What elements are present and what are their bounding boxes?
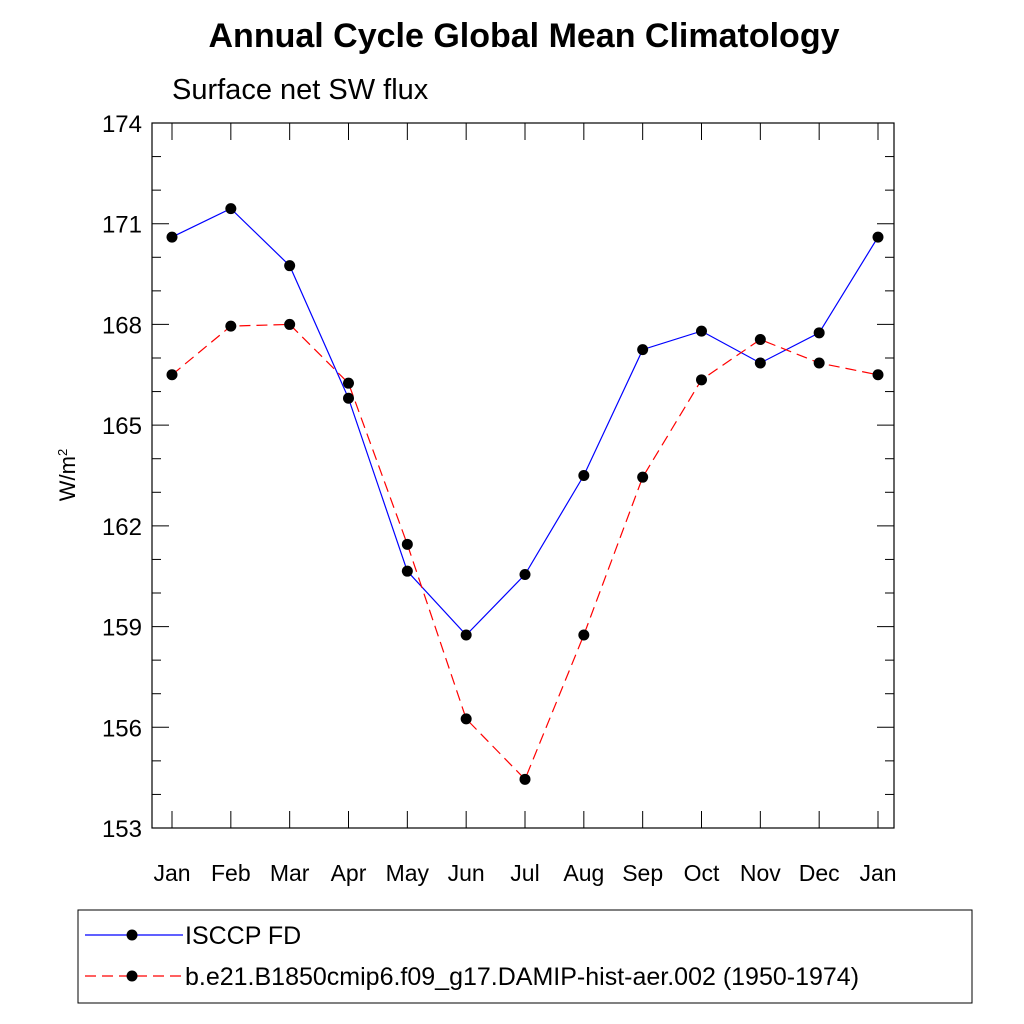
x-tick-label: Feb [211,860,251,886]
y-axis-label-unit: W/m [55,456,80,501]
data-point-series-0 [696,325,707,337]
data-point-series-1 [813,357,825,369]
data-point-series-0 [872,231,884,243]
data-point-series-1 [519,773,531,785]
series-layer [166,203,884,785]
x-tick-label: Sep [622,860,663,886]
y-tick-label: 171 [102,212,142,239]
data-point-series-0 [578,470,590,481]
data-point-series-1 [225,320,237,332]
y-tick-label: 174 [102,111,142,138]
data-point-series-1 [343,377,354,389]
legend-marker-model [126,970,138,982]
chart-subtitle: Surface net SW flux [172,74,429,106]
x-tick-label: Jun [448,860,485,886]
data-point-series-1 [284,318,296,330]
data-point-series-0 [519,569,531,581]
x-tick-label: Nov [740,860,781,886]
x-tick-label: Jul [510,860,539,886]
x-tick-label: May [386,860,430,886]
data-point-series-1 [696,374,707,386]
data-point-series-0 [401,565,413,577]
data-point-series-0 [284,260,296,272]
data-point-series-0 [813,327,825,339]
series-line-1 [171,323,879,781]
legend-box [77,909,973,1004]
x-tick-label: Dec [799,860,840,886]
x-tick-label: Jan [859,860,896,886]
y-tick-label: 159 [102,615,142,642]
x-tick-label: Oct [684,860,720,886]
y-axis-label: W/m2 [55,449,80,501]
data-point-series-0 [343,392,354,404]
y-tick-label: 153 [102,816,142,843]
data-point-series-0 [754,357,766,369]
y-tick-label: 168 [102,312,142,339]
x-tick-label: Apr [331,860,367,886]
data-point-series-0 [637,344,649,356]
data-point-series-1 [578,629,590,641]
legend: ISCCP FD b.e21.B1850cmip6.f09_g17.DAMIP-… [77,909,973,1004]
data-point-series-1 [460,713,472,725]
x-tick-label: Aug [563,860,604,886]
data-point-series-1 [754,334,766,346]
data-point-series-1 [637,471,649,483]
legend-label-model: b.e21.B1850cmip6.f09_g17.DAMIP-hist-aer.… [185,963,859,991]
y-axis-label-exponent: 2 [55,449,70,456]
y-tick-label: 162 [102,514,142,541]
axes: 174 171 168 165 162 159 156 153 Jan Feb Mar Apr May J… [102,111,897,886]
x-tick-label: Mar [270,860,310,886]
plot-frame [151,122,895,829]
y-tick-label: 156 [102,715,142,742]
y-tick-label: 165 [102,413,142,440]
data-point-series-1 [872,369,884,381]
legend-marker-isccp [126,929,138,941]
legend-label-isccp: ISCCP FD [185,922,301,950]
data-point-series-1 [166,369,178,381]
x-tick-label: Jan [153,860,190,886]
data-point-series-0 [460,629,472,641]
chart-title: Annual Cycle Global Mean Climatology [209,17,840,55]
data-point-series-0 [225,203,237,215]
data-point-series-0 [166,231,178,243]
data-point-series-1 [401,538,413,550]
